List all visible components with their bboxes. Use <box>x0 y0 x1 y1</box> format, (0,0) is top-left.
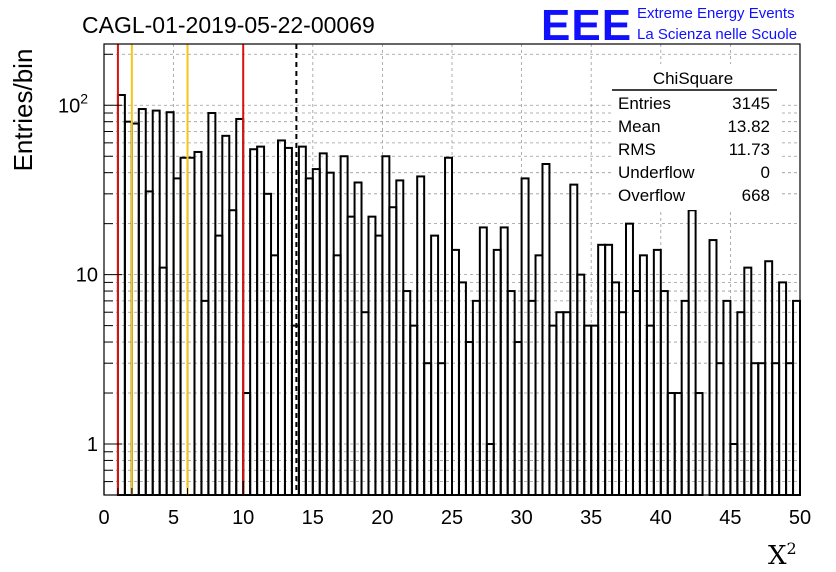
y-tick-label: 10 <box>76 265 98 287</box>
eee-logo: EEE Extreme Energy Events La Scienza nel… <box>541 1 797 50</box>
eee-logo-line1: Extreme Energy Events <box>637 5 795 22</box>
stats-value-overflow: 668 <box>742 186 770 205</box>
x-tick-label: 10 <box>232 507 254 529</box>
chart-title: CAGL-01-2019-05-22-00069 <box>82 12 375 38</box>
y-tick-label-base: 10 <box>58 95 80 117</box>
y-tick-label: 1 <box>87 434 98 456</box>
x-tick-label: 5 <box>168 507 179 529</box>
stats-box-background <box>612 64 780 210</box>
x-axis-label-superscript: 2 <box>787 539 797 558</box>
x-tick-label: 45 <box>719 507 741 529</box>
x-tick-label: 40 <box>650 507 672 529</box>
stats-label-overflow: Overflow <box>618 186 686 205</box>
stats-value-mean: 13.82 <box>727 117 770 136</box>
stats-title: ChiSquare <box>653 69 733 88</box>
y-tick-label: 102 <box>58 90 88 117</box>
x-tick-label: 35 <box>580 507 602 529</box>
stats-label-mean: Mean <box>618 117 661 136</box>
stats-label-rms: RMS <box>618 140 656 159</box>
x-tick-label: 30 <box>510 507 532 529</box>
stats-value-rms: 11.73 <box>729 140 770 159</box>
stats-label-underflow: Underflow <box>618 163 695 182</box>
x-axis-label-base: X <box>768 541 787 571</box>
x-tick-label: 50 <box>789 507 811 529</box>
eee-logo-line2: La Scienza nelle Scuole <box>637 26 797 43</box>
x-tick-label: 20 <box>371 507 393 529</box>
x-tick-label: 15 <box>302 507 324 529</box>
stats-value-entries: 3145 <box>732 94 770 113</box>
stats-label-entries: Entries <box>618 94 671 113</box>
stats-box: ChiSquare Entries 3145 Mean 13.82 RMS 11… <box>612 64 780 210</box>
y-tick-label-exponent: 2 <box>80 90 88 106</box>
x-tick-label: 25 <box>441 507 463 529</box>
x-tick-label: 0 <box>98 507 109 529</box>
y-axis-label: Entries/bin <box>8 49 38 172</box>
stats-value-underflow: 0 <box>761 163 770 182</box>
eee-logo-mark: EEE <box>541 1 632 50</box>
x-axis-label: X2 <box>768 539 797 571</box>
reference-lines <box>116 44 298 495</box>
